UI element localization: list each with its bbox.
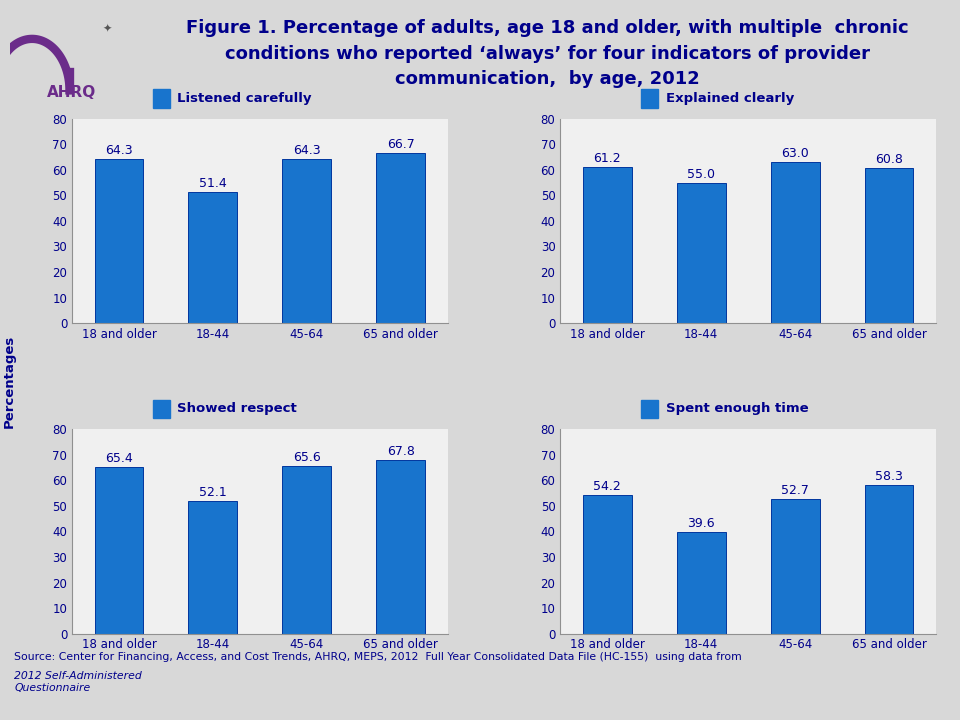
Text: Explained clearly: Explained clearly — [665, 92, 794, 105]
Text: 54.2: 54.2 — [593, 480, 621, 493]
Text: ✦: ✦ — [103, 23, 111, 33]
Bar — [677, 533, 726, 634]
Text: AHRQ: AHRQ — [47, 85, 97, 99]
Text: 60.8: 60.8 — [876, 153, 903, 166]
Text: 51.4: 51.4 — [199, 177, 227, 190]
Text: 52.7: 52.7 — [781, 484, 809, 497]
Bar — [865, 168, 914, 323]
Bar — [94, 467, 143, 634]
Text: 61.2: 61.2 — [593, 152, 621, 165]
Bar — [153, 89, 170, 107]
Text: 65.4: 65.4 — [105, 451, 132, 464]
Bar — [865, 485, 914, 634]
Bar — [677, 183, 726, 323]
Bar — [583, 167, 632, 323]
Text: 64.3: 64.3 — [293, 144, 321, 157]
Text: 67.8: 67.8 — [387, 446, 415, 459]
Text: 63.0: 63.0 — [781, 147, 809, 160]
Bar — [771, 499, 820, 634]
Text: 64.3: 64.3 — [106, 144, 132, 157]
Bar — [771, 162, 820, 323]
Text: 66.7: 66.7 — [387, 138, 415, 150]
Text: Showed respect: Showed respect — [178, 402, 297, 415]
Bar — [376, 461, 425, 634]
Text: Spent enough time: Spent enough time — [665, 402, 808, 415]
Bar — [94, 159, 143, 323]
Text: Listened carefully: Listened carefully — [178, 92, 312, 105]
Text: 2012 Self-Administered
Questionnaire: 2012 Self-Administered Questionnaire — [14, 671, 142, 693]
Bar — [188, 192, 237, 323]
Text: Percentages: Percentages — [3, 335, 16, 428]
Text: 65.6: 65.6 — [293, 451, 321, 464]
Bar — [282, 159, 331, 323]
Text: 55.0: 55.0 — [687, 168, 715, 181]
Bar — [153, 400, 170, 418]
Text: Source: Center for Financing, Access, and Cost Trends, AHRQ, MEPS, 2012  Full Ye: Source: Center for Financing, Access, an… — [14, 652, 746, 662]
Bar — [376, 153, 425, 323]
Bar — [282, 466, 331, 634]
Text: 58.3: 58.3 — [876, 469, 903, 482]
Bar — [641, 400, 658, 418]
Text: 52.1: 52.1 — [199, 485, 227, 498]
Bar — [583, 495, 632, 634]
Bar — [641, 89, 658, 107]
Bar — [188, 500, 237, 634]
Text: 39.6: 39.6 — [687, 518, 715, 531]
Text: Figure 1. Percentage of adults, age 18 and older, with multiple  chronic
conditi: Figure 1. Percentage of adults, age 18 a… — [186, 19, 908, 89]
